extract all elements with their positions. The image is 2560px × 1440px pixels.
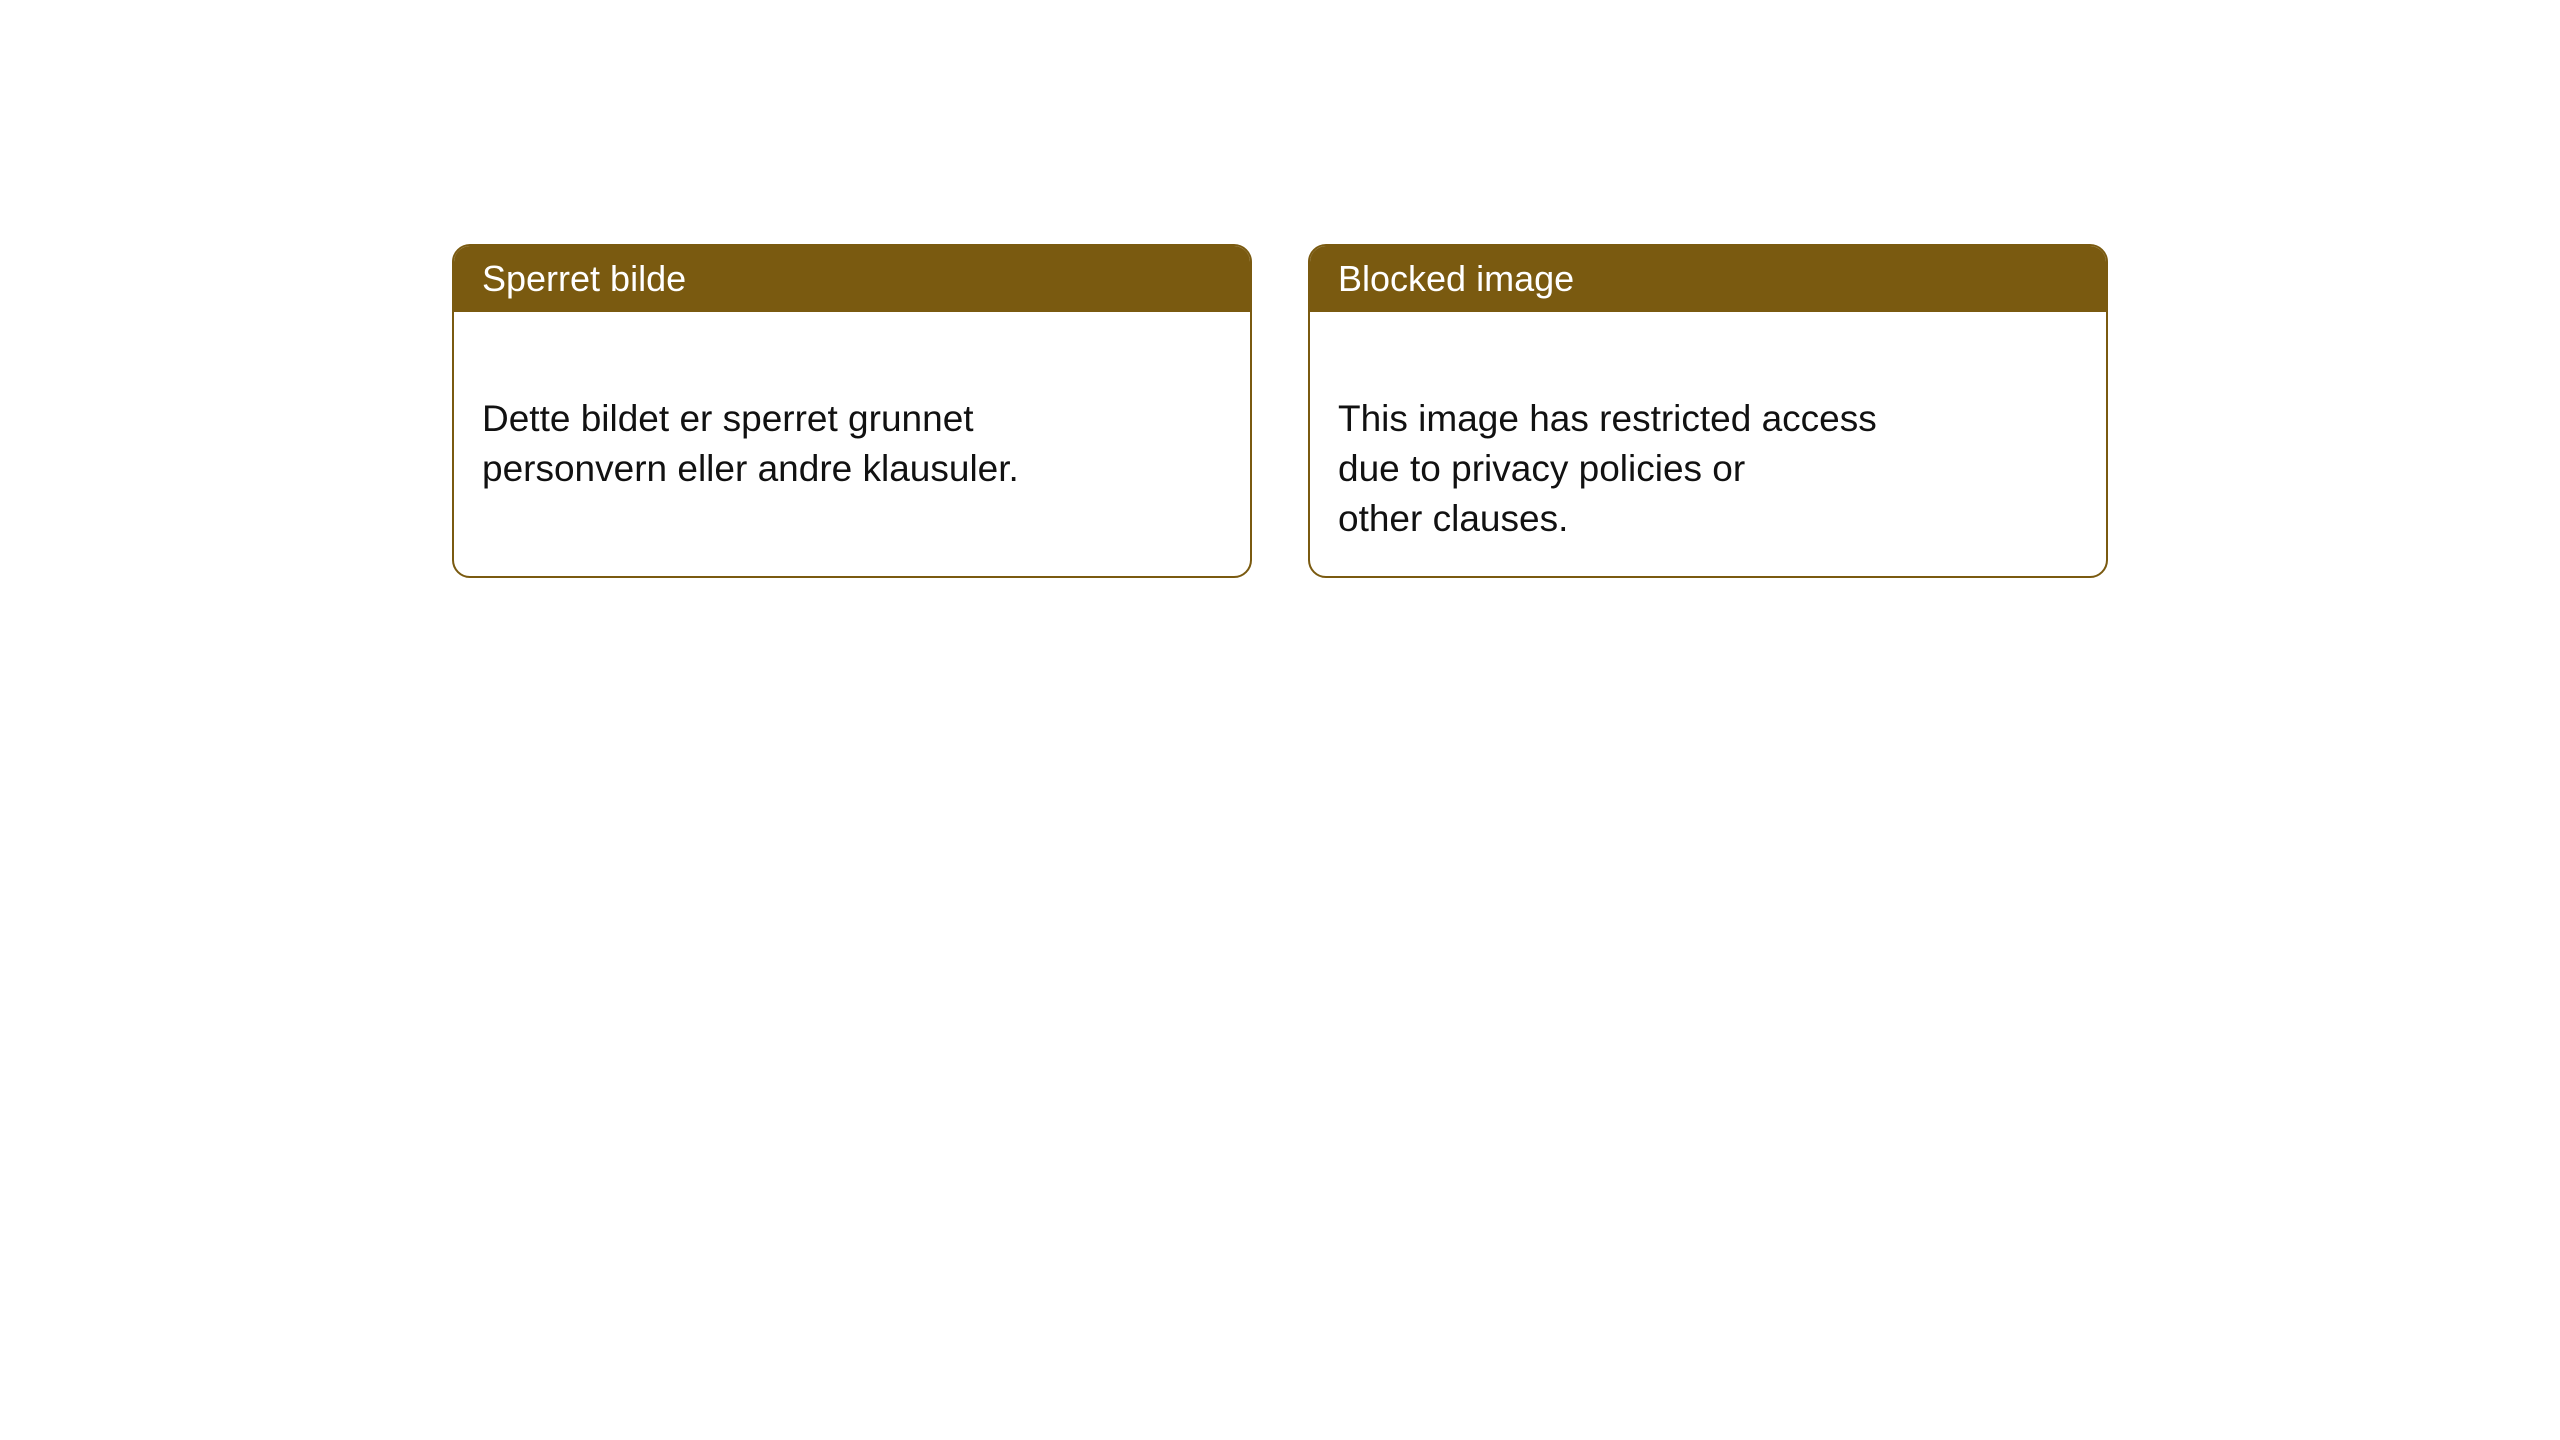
card-title: Sperret bilde bbox=[482, 258, 686, 299]
card-header: Blocked image bbox=[1310, 246, 2106, 312]
card-body: This image has restricted access due to … bbox=[1310, 312, 2106, 576]
card-title: Blocked image bbox=[1338, 258, 1574, 299]
card-header: Sperret bilde bbox=[454, 246, 1250, 312]
card-body: Dette bildet er sperret grunnet personve… bbox=[454, 312, 1250, 526]
card-body-text: Dette bildet er sperret grunnet personve… bbox=[482, 398, 1019, 489]
notice-card-norwegian: Sperret bilde Dette bildet er sperret gr… bbox=[452, 244, 1252, 578]
notice-container: Sperret bilde Dette bildet er sperret gr… bbox=[452, 244, 2108, 578]
notice-card-english: Blocked image This image has restricted … bbox=[1308, 244, 2108, 578]
card-body-text: This image has restricted access due to … bbox=[1338, 398, 1877, 539]
